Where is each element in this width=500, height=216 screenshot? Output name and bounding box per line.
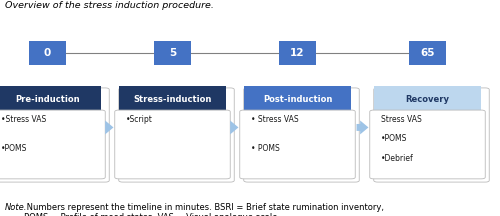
FancyBboxPatch shape [114, 110, 230, 179]
FancyBboxPatch shape [0, 88, 109, 182]
Text: Stress VAS: Stress VAS [382, 115, 422, 124]
Text: Pre-induction: Pre-induction [15, 95, 80, 104]
Text: •Stress VAS: •Stress VAS [2, 115, 46, 124]
FancyBboxPatch shape [409, 41, 447, 65]
Text: 0: 0 [44, 48, 51, 58]
Text: •Script: •Script [126, 115, 153, 124]
FancyBboxPatch shape [0, 86, 101, 112]
Text: 65: 65 [420, 48, 435, 58]
FancyBboxPatch shape [154, 41, 191, 65]
Text: 5: 5 [169, 48, 176, 58]
Text: Post-induction: Post-induction [263, 95, 332, 104]
Text: •POMS: •POMS [382, 134, 407, 143]
FancyBboxPatch shape [374, 88, 489, 182]
FancyBboxPatch shape [119, 88, 234, 182]
Text: • Stress VAS: • Stress VAS [251, 115, 299, 124]
Text: • POMS: • POMS [251, 144, 280, 153]
Text: Recovery: Recovery [406, 95, 450, 104]
FancyBboxPatch shape [244, 86, 351, 112]
FancyBboxPatch shape [374, 86, 481, 112]
Text: Overview of the stress induction procedure.: Overview of the stress induction procedu… [5, 1, 214, 10]
Text: •Debrief: •Debrief [382, 154, 414, 163]
Text: 12: 12 [290, 48, 305, 58]
FancyBboxPatch shape [119, 86, 226, 112]
FancyBboxPatch shape [0, 110, 105, 179]
FancyBboxPatch shape [29, 41, 66, 65]
FancyBboxPatch shape [279, 41, 316, 65]
FancyBboxPatch shape [244, 88, 359, 182]
FancyBboxPatch shape [240, 110, 355, 179]
Text: Stress-induction: Stress-induction [134, 95, 212, 104]
Text: Numbers represent the timeline in minutes. BSRI = Brief state rumination invento: Numbers represent the timeline in minute… [24, 203, 384, 216]
Text: •POMS: •POMS [2, 144, 28, 153]
Text: Note.: Note. [5, 203, 28, 212]
FancyBboxPatch shape [370, 110, 485, 179]
